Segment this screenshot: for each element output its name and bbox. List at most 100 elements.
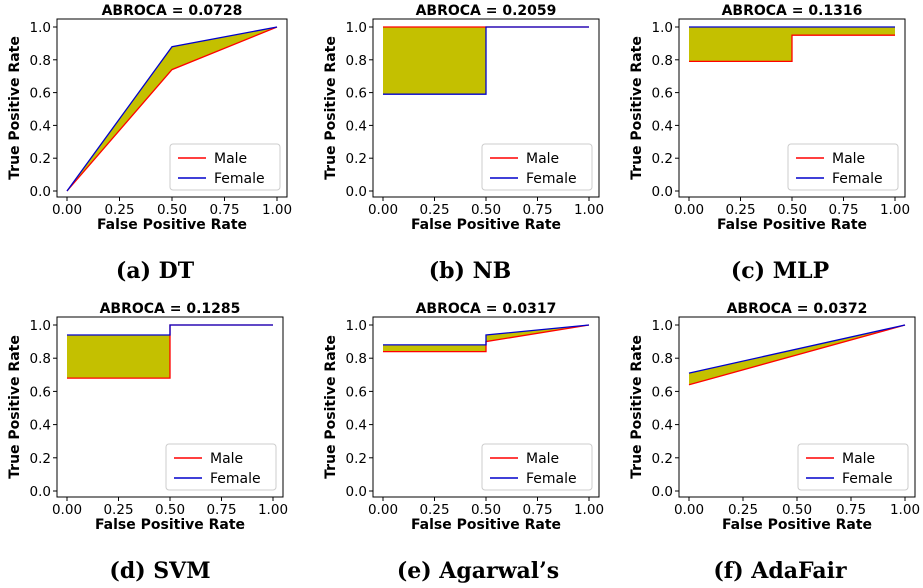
series-line-female bbox=[66, 26, 278, 192]
y-tick-label: 0.2 bbox=[30, 451, 51, 467]
y-tick-label: 0.0 bbox=[30, 484, 51, 500]
y-tick-label: 0.4 bbox=[652, 118, 673, 134]
series-line-male bbox=[689, 34, 895, 63]
series-line-male bbox=[66, 26, 278, 192]
x-tick-label: 0.75 bbox=[828, 202, 858, 218]
y-tick-label: 0.8 bbox=[652, 351, 673, 367]
y-tick-label: 1.0 bbox=[346, 318, 367, 334]
legend-label-male: Male bbox=[210, 451, 243, 467]
x-axis-label: False Positive Rate bbox=[722, 517, 872, 533]
chart-panel-5: 0.00 0.25 0.50 0.75 1.00 0.0 0.2 0.4 0.6 0.8 1.0 AB… bbox=[323, 301, 604, 584]
chart-panel-6: 0.00 0.25 0.50 0.75 1.00 0.0 0.2 0.4 0.6 0.8 1.0 AB… bbox=[629, 301, 920, 584]
legend: Male Female bbox=[787, 143, 899, 191]
legend-label-female: Female bbox=[214, 171, 265, 187]
y-tick-label: 0.8 bbox=[30, 53, 51, 69]
x-tick-label: 1.00 bbox=[574, 502, 604, 518]
chart-title: ABROCA = 0.2059 bbox=[416, 3, 557, 19]
y-axis-label: True Positive Rate bbox=[629, 335, 645, 479]
y-tick-label: 1.0 bbox=[30, 318, 51, 334]
legend-label-female: Female bbox=[526, 171, 577, 187]
x-tick-label: 0.00 bbox=[368, 202, 398, 218]
chart-title: ABROCA = 0.0372 bbox=[727, 301, 868, 317]
y-tick-label: 0.0 bbox=[652, 184, 673, 200]
legend-label-female: Female bbox=[210, 471, 261, 487]
x-axis-label: False Positive Rate bbox=[95, 517, 245, 533]
x-tick-label: 0.25 bbox=[103, 502, 133, 518]
y-tick-label: 0.2 bbox=[652, 151, 673, 167]
chart-title: ABROCA = 0.1316 bbox=[722, 3, 863, 19]
legend: Male Female bbox=[481, 143, 593, 191]
legend-label-female: Female bbox=[832, 171, 883, 187]
y-tick-label: 1.0 bbox=[652, 318, 673, 334]
abroca-fill-area bbox=[67, 27, 277, 191]
x-tick-label: 1.00 bbox=[574, 202, 604, 218]
x-tick-label: 1.00 bbox=[262, 202, 292, 218]
legend: Male Female bbox=[481, 443, 593, 491]
y-tick-label: 1.0 bbox=[30, 20, 51, 36]
series-line-male bbox=[688, 324, 906, 386]
series-line-female bbox=[383, 26, 589, 95]
y-tick-label: 0.6 bbox=[30, 86, 51, 102]
x-tick-label: 0.50 bbox=[157, 202, 187, 218]
y-tick-label: 0.8 bbox=[30, 351, 51, 367]
y-axis-label: True Positive Rate bbox=[323, 36, 339, 180]
subfigure-caption: (d) SVM bbox=[109, 558, 210, 584]
legend-label-male: Male bbox=[842, 451, 875, 467]
y-tick-label: 0.8 bbox=[346, 53, 367, 69]
y-tick-label: 0.6 bbox=[652, 384, 673, 400]
x-tick-label: 0.00 bbox=[52, 202, 82, 218]
chart-title: ABROCA = 0.0317 bbox=[416, 301, 557, 317]
series-line-female bbox=[383, 324, 590, 346]
subfigure-caption: (f) AdaFair bbox=[713, 558, 847, 584]
y-axis-label: True Positive Rate bbox=[7, 335, 23, 479]
chart-title: ABROCA = 0.0728 bbox=[102, 3, 243, 19]
legend: Male Female bbox=[169, 143, 281, 191]
y-tick-label: 0.4 bbox=[346, 418, 367, 434]
x-tick-label: 0.00 bbox=[368, 502, 398, 518]
legend-label-female: Female bbox=[526, 471, 577, 487]
y-tick-label: 0.0 bbox=[346, 484, 367, 500]
x-tick-label: 1.00 bbox=[258, 502, 288, 518]
x-tick-label: 0.75 bbox=[836, 502, 866, 518]
x-tick-label: 1.00 bbox=[880, 202, 910, 218]
y-tick-label: 0.4 bbox=[30, 418, 51, 434]
series-line-male bbox=[383, 324, 590, 353]
chart-title: ABROCA = 0.1285 bbox=[100, 301, 241, 317]
subfigure-caption: (b) NB bbox=[429, 258, 512, 284]
y-tick-label: 0.6 bbox=[652, 86, 673, 102]
y-tick-label: 0.0 bbox=[30, 184, 51, 200]
legend-label-male: Male bbox=[214, 151, 247, 167]
x-axis-label: False Positive Rate bbox=[97, 217, 247, 233]
x-axis-label: False Positive Rate bbox=[411, 517, 561, 533]
chart-panel-3: 0.00 0.25 0.50 0.75 1.00 0.0 0.2 0.4 0.6 0.8 1.0 AB… bbox=[629, 3, 910, 284]
legend: Male Female bbox=[797, 443, 909, 491]
x-tick-label: 0.75 bbox=[522, 502, 552, 518]
subfigure-caption: (e) Agarwal’s bbox=[397, 558, 559, 584]
x-tick-label: 0.50 bbox=[155, 502, 185, 518]
x-tick-label: 0.25 bbox=[104, 202, 134, 218]
x-tick-label: 0.50 bbox=[777, 202, 807, 218]
x-tick-label: 0.50 bbox=[471, 502, 501, 518]
y-tick-label: 0.0 bbox=[652, 484, 673, 500]
y-tick-label: 0.0 bbox=[346, 184, 367, 200]
y-tick-label: 0.4 bbox=[652, 418, 673, 434]
chart-panel-2: 0.00 0.25 0.50 0.75 1.00 0.0 0.2 0.4 0.6 0.8 1.0 AB… bbox=[323, 3, 604, 284]
x-tick-label: 0.75 bbox=[209, 202, 239, 218]
y-tick-label: 0.2 bbox=[346, 451, 367, 467]
x-tick-label: 0.00 bbox=[674, 502, 704, 518]
y-tick-label: 0.2 bbox=[30, 151, 51, 167]
y-tick-label: 1.0 bbox=[346, 20, 367, 36]
series-line-female bbox=[67, 324, 273, 336]
legend-label-male: Male bbox=[526, 151, 559, 167]
x-axis-label: False Positive Rate bbox=[411, 217, 561, 233]
x-tick-label: 0.00 bbox=[674, 202, 704, 218]
y-tick-label: 0.4 bbox=[346, 118, 367, 134]
x-tick-label: 0.25 bbox=[725, 202, 755, 218]
y-tick-label: 0.8 bbox=[652, 53, 673, 69]
series-line-female bbox=[688, 324, 906, 374]
x-tick-label: 0.75 bbox=[522, 202, 552, 218]
y-tick-label: 0.8 bbox=[346, 351, 367, 367]
legend: Male Female bbox=[165, 443, 277, 491]
y-tick-label: 0.6 bbox=[346, 86, 367, 102]
